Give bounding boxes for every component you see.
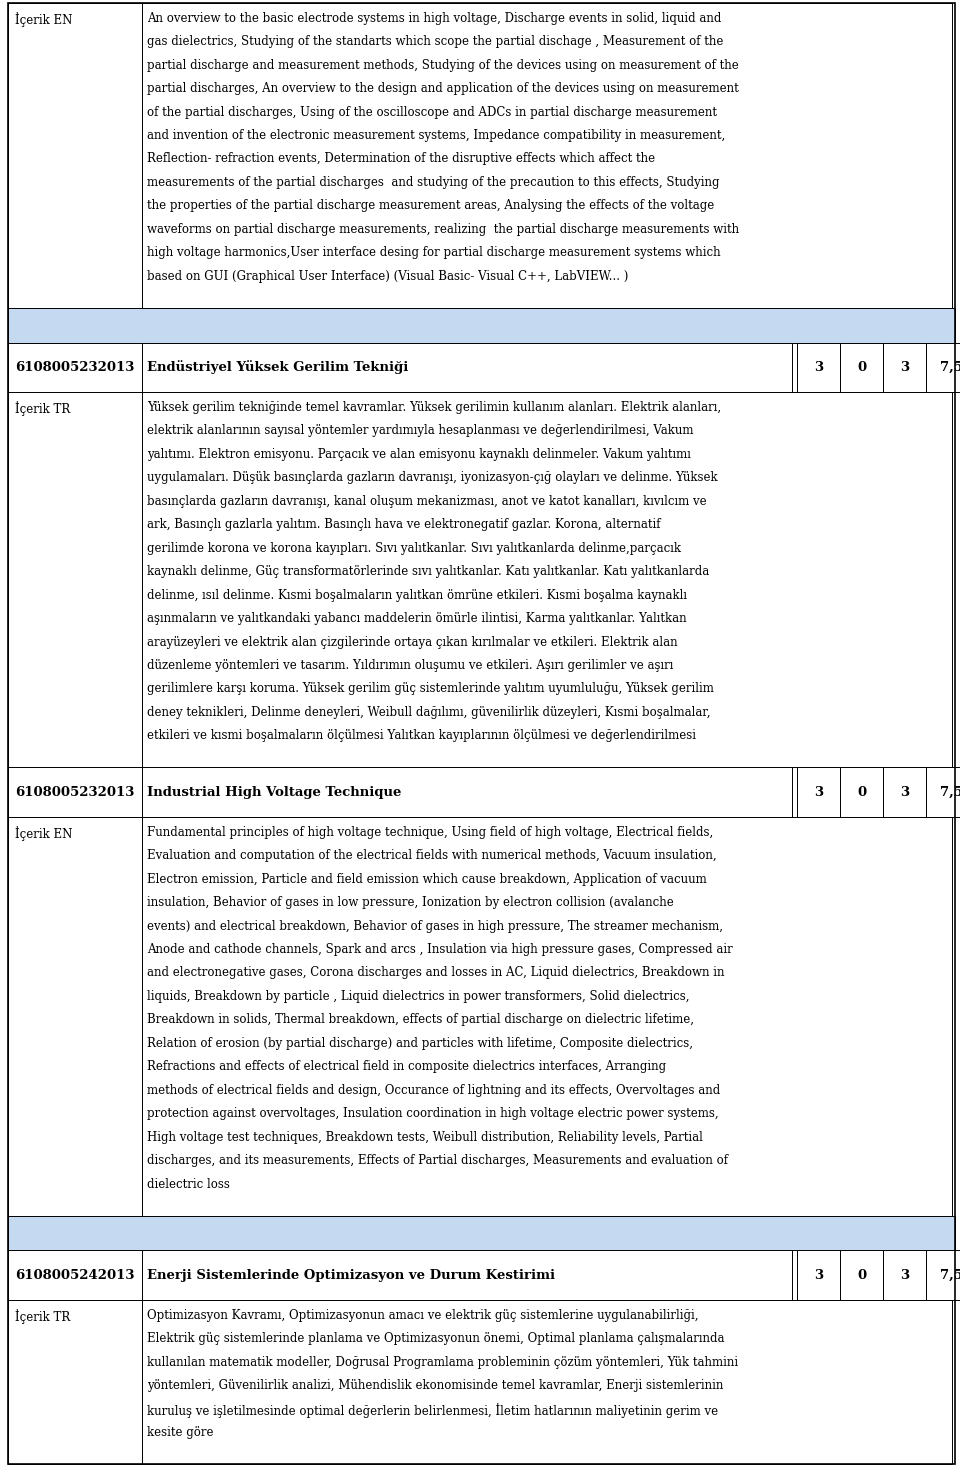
Text: 7,5: 7,5 (940, 1269, 960, 1282)
Text: 3: 3 (814, 1269, 823, 1282)
Text: 6108005242013: 6108005242013 (15, 1269, 134, 1282)
Text: Relation of erosion (by partial discharge) and particles with lifetime, Composit: Relation of erosion (by partial discharg… (147, 1037, 693, 1050)
Text: yalıtımı. Elektron emisyonu. Parçacık ve alan emisyonu kaynaklı delinmeler. Vaku: yalıtımı. Elektron emisyonu. Parçacık ve… (147, 447, 691, 461)
Bar (8, 817, 142, 1216)
Text: Breakdown in solids, Thermal breakdown, effects of partial discharge on dielectr: Breakdown in solids, Thermal breakdown, … (147, 1014, 694, 1027)
Text: protection against overvoltages, Insulation coordination in high voltage electri: protection against overvoltages, Insulat… (147, 1108, 718, 1121)
Text: kullanılan matematik modeller, Doğrusal Programlama probleminin çözüm yöntemleri: kullanılan matematik modeller, Doğrusal … (147, 1356, 738, 1369)
Text: Enerji Sistemlerinde Optimizasyon ve Durum Kestirimi: Enerji Sistemlerinde Optimizasyon ve Dur… (147, 1269, 555, 1282)
Bar (8, 392, 142, 767)
Bar (142, 817, 952, 1216)
Text: Electron emission, Particle and field emission which cause breakdown, Applicatio: Electron emission, Particle and field em… (147, 873, 707, 886)
Text: gerilimde korona ve korona kayıpları. Sıvı yalıtkanlar. Sıvı yalıtkanlarda delin: gerilimde korona ve korona kayıpları. Sı… (147, 541, 681, 555)
Text: deney teknikleri, Delinme deneyleri, Weibull dağılımı, güvenilirlik düzeyleri, K: deney teknikleri, Delinme deneyleri, Wei… (147, 706, 710, 719)
Bar (926, 1250, 960, 1300)
Text: kesite göre: kesite göre (147, 1426, 213, 1439)
Text: partial discharge and measurement methods, Studying of the devices using on meas: partial discharge and measurement method… (147, 59, 738, 72)
Text: ark, Basınçlı gazlarla yalıtım. Basınçlı hava ve elektronegatif gazlar. Korona, : ark, Basınçlı gazlarla yalıtım. Basınçlı… (147, 518, 660, 531)
Bar (840, 343, 883, 392)
Text: basınçlarda gazların davranışı, kanal oluşum mekanizması, anot ve katot kanallar: basınçlarda gazların davranışı, kanal ol… (147, 494, 707, 508)
Text: 3: 3 (814, 786, 823, 798)
Bar (8, 343, 142, 392)
Text: 6108005232013: 6108005232013 (15, 786, 134, 798)
Text: İçerik TR: İçerik TR (15, 400, 71, 417)
Text: İçerik TR: İçerik TR (15, 1309, 71, 1323)
Bar (8, 1300, 142, 1464)
Text: İçerik EN: İçerik EN (15, 12, 73, 26)
Text: 0: 0 (857, 361, 866, 374)
Bar (142, 767, 792, 817)
Bar (797, 1250, 840, 1300)
Bar (142, 392, 952, 767)
Text: and electronegative gases, Corona discharges and losses in AC, Liquid dielectric: and electronegative gases, Corona discha… (147, 967, 725, 980)
Text: methods of electrical fields and design, Occurance of lightning and its effects,: methods of electrical fields and design,… (147, 1084, 720, 1097)
Text: An overview to the basic electrode systems in high voltage, Discharge events in : An overview to the basic electrode syste… (147, 12, 721, 25)
Text: uygulamaları. Düşük basınçlarda gazların davranışı, iyonizasyon-çığ olayları ve : uygulamaları. Düşük basınçlarda gazların… (147, 471, 717, 484)
Text: aşınmaların ve yalıtkandaki yabancı maddelerin ömürle ilintisi, Karma yalıtkanla: aşınmaların ve yalıtkandaki yabancı madd… (147, 612, 686, 625)
Bar (883, 1250, 926, 1300)
Text: kaynaklı delinme, Güç transformatörlerinde sıvı yalıtkanlar. Katı yalıtkanlar. K: kaynaklı delinme, Güç transformatörlerin… (147, 565, 709, 578)
Text: dielectric loss: dielectric loss (147, 1178, 229, 1191)
Text: gerilimlere karşı koruma. Yüksek gerilim güç sistemlerinde yalıtım uyumluluğu, Y: gerilimlere karşı koruma. Yüksek gerilim… (147, 682, 713, 695)
Text: Anode and cathode channels, Spark and arcs , Insulation via high pressure gases,: Anode and cathode channels, Spark and ar… (147, 943, 732, 956)
Text: gas dielectrics, Studying of the standarts which scope the partial dischage , Me: gas dielectrics, Studying of the standar… (147, 35, 723, 48)
Bar (8, 767, 142, 817)
Bar (142, 343, 792, 392)
Text: measurements of the partial discharges  and studying of the precaution to this e: measurements of the partial discharges a… (147, 176, 719, 189)
Bar (8, 308, 955, 343)
Text: 7,5: 7,5 (940, 786, 960, 798)
Text: 0: 0 (857, 786, 866, 798)
Text: 3: 3 (814, 361, 823, 374)
Bar (840, 767, 883, 817)
Text: Refractions and effects of electrical field in composite dielectrics interfaces,: Refractions and effects of electrical fi… (147, 1061, 666, 1074)
Text: düzenleme yöntemleri ve tasarım. Yıldırımın oluşumu ve etkileri. Aşırı gerilimle: düzenleme yöntemleri ve tasarım. Yıldırı… (147, 659, 673, 672)
Text: and invention of the electronic measurement systems, Impedance compatibility in : and invention of the electronic measurem… (147, 129, 725, 142)
Text: 7,5: 7,5 (940, 361, 960, 374)
Bar (797, 343, 840, 392)
Text: events) and electrical breakdown, Behavior of gases in high pressure, The stream: events) and electrical breakdown, Behavi… (147, 920, 723, 933)
Text: waveforms on partial discharge measurements, realizing  the partial discharge me: waveforms on partial discharge measureme… (147, 223, 739, 236)
Text: Evaluation and computation of the electrical fields with numerical methods, Vacu: Evaluation and computation of the electr… (147, 849, 716, 863)
Text: 3: 3 (900, 786, 909, 798)
Text: of the partial discharges, Using of the oscilloscope and ADCs in partial dischar: of the partial discharges, Using of the … (147, 106, 717, 119)
Bar (8, 1250, 142, 1300)
Text: arayüzeyleri ve elektrik alan çizgilerinde ortaya çıkan kırılmalar ve etkileri. : arayüzeyleri ve elektrik alan çizgilerin… (147, 635, 678, 648)
Bar (142, 1250, 792, 1300)
Text: Elektrik güç sistemlerinde planlama ve Optimizasyonun önemi, Optimal planlama ça: Elektrik güç sistemlerinde planlama ve O… (147, 1332, 725, 1345)
Text: Yüksek gerilim tekniğinde temel kavramlar. Yüksek gerilimin kullanım alanları. E: Yüksek gerilim tekniğinde temel kavramla… (147, 400, 721, 414)
Text: Endüstriyel Yüksek Gerilim Tekniği: Endüstriyel Yüksek Gerilim Tekniği (147, 361, 408, 374)
Text: elektrik alanlarının sayısal yöntemler yardımıyla hesaplanması ve değerlendirilm: elektrik alanlarının sayısal yöntemler y… (147, 424, 693, 437)
Bar (883, 343, 926, 392)
Bar (142, 1300, 952, 1464)
Bar (797, 767, 840, 817)
Text: Reflection- refraction events, Determination of the disruptive effects which aff: Reflection- refraction events, Determina… (147, 153, 655, 166)
Text: yöntemleri, Güvenilirlik analizi, Mühendislik ekonomisinde temel kavramlar, Ener: yöntemleri, Güvenilirlik analizi, Mühend… (147, 1379, 723, 1392)
Text: kuruluş ve işletilmesinde optimal değerlerin belirlenmesi, İletim hatlarının mal: kuruluş ve işletilmesinde optimal değerl… (147, 1402, 718, 1417)
Text: 3: 3 (900, 361, 909, 374)
Text: liquids, Breakdown by particle , Liquid dielectrics in power transformers, Solid: liquids, Breakdown by particle , Liquid … (147, 990, 689, 1003)
Text: high voltage harmonics,User interface desing for partial discharge measurement s: high voltage harmonics,User interface de… (147, 246, 721, 260)
Bar (926, 767, 960, 817)
Text: 3: 3 (900, 1269, 909, 1282)
Text: discharges, and its measurements, Effects of Partial discharges, Measurements an: discharges, and its measurements, Effect… (147, 1155, 728, 1168)
Text: the properties of the partial discharge measurement areas, Analysing the effects: the properties of the partial discharge … (147, 200, 714, 213)
Bar (883, 767, 926, 817)
Text: 6108005232013: 6108005232013 (15, 361, 134, 374)
Text: Fundamental principles of high voltage technique, Using field of high voltage, E: Fundamental principles of high voltage t… (147, 826, 713, 839)
Text: Industrial High Voltage Technique: Industrial High Voltage Technique (147, 786, 401, 798)
Bar (840, 1250, 883, 1300)
Text: delinme, ısıl delinme. Kısmi boşalmaların yalıtkan ömrüne etkileri. Kısmi boşalm: delinme, ısıl delinme. Kısmi boşalmaları… (147, 588, 687, 601)
Text: İçerik EN: İçerik EN (15, 826, 73, 841)
Bar (8, 1216, 955, 1250)
Bar (142, 3, 952, 308)
Text: Optimizasyon Kavramı, Optimizasyonun amacı ve elektrik güç sistemlerine uygulana: Optimizasyon Kavramı, Optimizasyonun ama… (147, 1309, 698, 1322)
Bar (8, 3, 142, 308)
Text: based on GUI (Graphical User Interface) (Visual Basic- Visual C++, LabVIEW... ): based on GUI (Graphical User Interface) … (147, 270, 628, 283)
Text: etkileri ve kısmi boşalmaların ölçülmesi Yalıtkan kayıplarının ölçülmesi ve değe: etkileri ve kısmi boşalmaların ölçülmesi… (147, 729, 696, 742)
Text: High voltage test techniques, Breakdown tests, Weibull distribution, Reliability: High voltage test techniques, Breakdown … (147, 1131, 703, 1144)
Text: insulation, Behavior of gases in low pressure, Ionization by electron collision : insulation, Behavior of gases in low pre… (147, 896, 674, 910)
Bar (926, 343, 960, 392)
Text: partial discharges, An overview to the design and application of the devices usi: partial discharges, An overview to the d… (147, 82, 738, 95)
Text: 0: 0 (857, 1269, 866, 1282)
